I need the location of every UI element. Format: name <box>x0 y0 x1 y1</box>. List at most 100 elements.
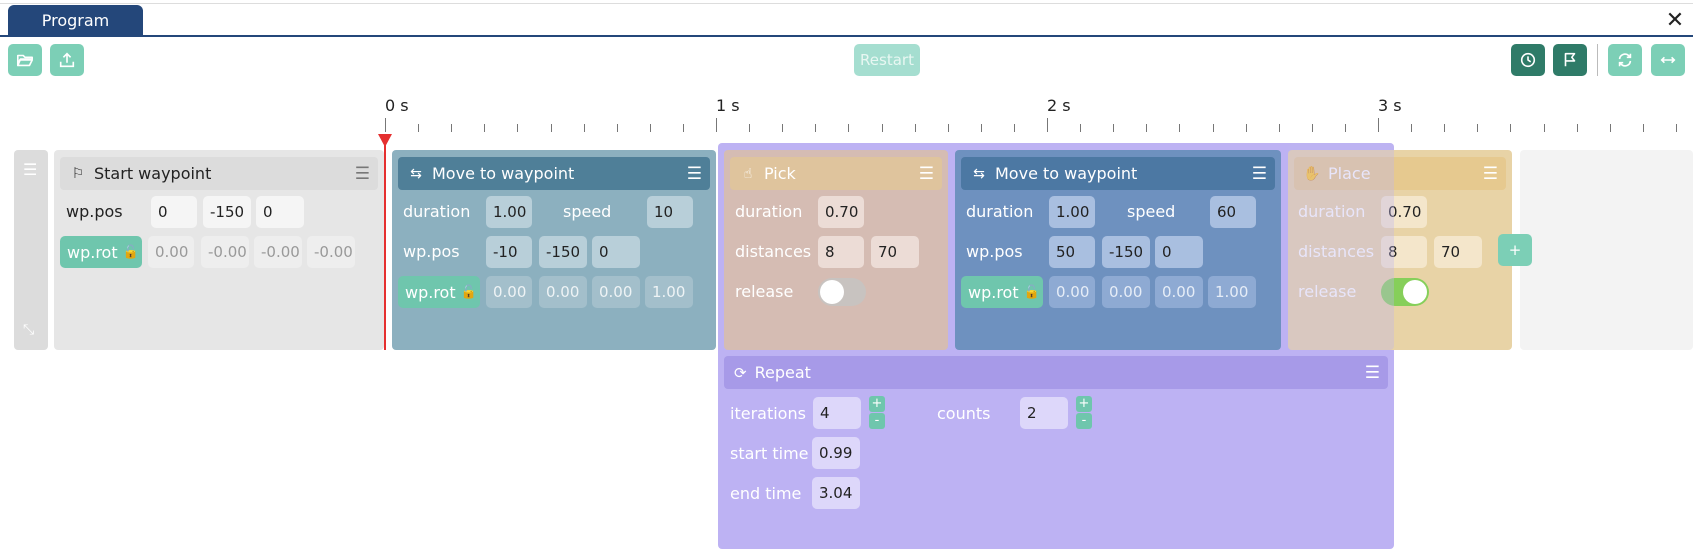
wp-pos-z[interactable]: 0 <box>256 196 304 228</box>
wp-rot-w[interactable]: -0.00 <box>307 236 355 268</box>
duration-input[interactable]: 1.00 <box>486 196 532 228</box>
distance-2[interactable]: 70 <box>1434 236 1482 268</box>
ruler-tick <box>1643 124 1644 132</box>
iterations-increment[interactable]: + <box>869 396 885 412</box>
counts-increment[interactable]: + <box>1076 396 1092 412</box>
ruler-tick <box>981 124 982 132</box>
pick-header[interactable]: ☝ Pick ☰ <box>730 157 942 190</box>
ruler-tick <box>1610 124 1611 132</box>
add-block-button[interactable]: + <box>1498 234 1532 266</box>
loop-icon <box>1618 53 1632 67</box>
counts-input[interactable]: 2 <box>1020 397 1068 429</box>
wp-rot-y[interactable]: 0.00 <box>1102 276 1150 308</box>
wp-pos-x[interactable]: 0 <box>151 196 197 228</box>
release-toggle[interactable] <box>818 278 866 306</box>
ruler-tick <box>848 124 849 132</box>
ruler-tick <box>1080 124 1081 132</box>
move-waypoint-header-1[interactable]: ⇆ Move to waypoint ☰ <box>398 157 710 190</box>
clock-button[interactable] <box>1511 44 1545 76</box>
folder-open-icon <box>16 54 34 67</box>
wp-rot-x[interactable]: 0.00 <box>148 236 194 268</box>
menu-icon[interactable]: ☰ <box>1251 164 1267 184</box>
distance-1[interactable]: 8 <box>818 236 864 268</box>
wp-pos-y[interactable]: -150 <box>539 236 587 268</box>
wp-rot-button[interactable]: wp.rot 🔓 <box>60 236 142 268</box>
ruler-tick <box>782 124 783 132</box>
loop-button[interactable] <box>1608 44 1642 76</box>
wp-rot-x[interactable]: 0.00 <box>486 276 532 308</box>
wp-rot-label: wp.rot <box>968 282 1019 302</box>
ruler-tick <box>1378 118 1379 132</box>
end-time-input[interactable]: 3.04 <box>812 477 860 509</box>
wp-rot-y[interactable]: -0.00 <box>201 236 249 268</box>
empty-track-slot[interactable] <box>1520 150 1693 350</box>
restart-button[interactable]: Restart <box>854 44 920 76</box>
place-header[interactable]: ✋ Place ☰ <box>1294 157 1506 190</box>
wp-pos-y[interactable]: -150 <box>1102 236 1150 268</box>
unlock-icon: 🔓 <box>122 244 139 260</box>
tab-program[interactable]: Program <box>8 5 143 35</box>
move-waypoint-block-1[interactable]: ⇆ Move to waypoint ☰ duration 1.00 speed… <box>392 150 716 350</box>
distances-label: distances <box>1298 242 1375 261</box>
duration-input[interactable]: 1.00 <box>1049 196 1095 228</box>
pick-block[interactable]: ☝ Pick ☰ duration 0.70 distances 8 70 re… <box>724 150 948 350</box>
start-waypoint-header[interactable]: ⚐ Start waypoint ☰ <box>60 157 378 190</box>
time-ruler[interactable]: 0 s 1 s 2 s 3 s <box>385 90 1693 136</box>
move-waypoint-block-2[interactable]: ⇆ Move to waypoint ☰ duration 1.00 speed… <box>955 150 1281 350</box>
track-handle[interactable]: ☰ ⤡ <box>14 150 48 350</box>
release-toggle[interactable] <box>1381 278 1429 306</box>
repeat-header[interactable]: ⟳ Repeat ☰ <box>724 356 1388 389</box>
wp-pos-y[interactable]: -150 <box>203 196 251 228</box>
duration-input[interactable]: 0.70 <box>818 196 864 228</box>
move-waypoint-header-2[interactable]: ⇆ Move to waypoint ☰ <box>961 157 1275 190</box>
distance-1[interactable]: 8 <box>1381 236 1427 268</box>
duration-input[interactable]: 0.70 <box>1381 196 1427 228</box>
clock-icon <box>1520 52 1536 68</box>
wp-pos-z[interactable]: 0 <box>592 236 640 268</box>
wp-rot-z[interactable]: -0.00 <box>254 236 302 268</box>
speed-input[interactable]: 60 <box>1210 196 1256 228</box>
distance-2[interactable]: 70 <box>871 236 919 268</box>
ruler-tick <box>948 124 949 132</box>
wp-rot-w[interactable]: 1.00 <box>1208 276 1256 308</box>
wp-rot-x[interactable]: 0.00 <box>1049 276 1095 308</box>
wp-rot-y[interactable]: 0.00 <box>539 276 587 308</box>
start-waypoint-block[interactable]: ⚐ Start waypoint ☰ wp.pos 0 -150 0 wp.ro… <box>54 150 384 350</box>
export-button[interactable] <box>50 44 84 76</box>
menu-icon[interactable]: ☰ <box>354 164 370 184</box>
menu-icon[interactable]: ☰ <box>918 164 934 184</box>
menu-icon[interactable]: ☰ <box>1364 363 1380 383</box>
place-block[interactable]: ✋ Place ☰ duration 0.70 distances 8 70 r… <box>1288 150 1512 350</box>
end-time-label: end time <box>730 484 802 503</box>
wp-rot-z[interactable]: 0.00 <box>592 276 640 308</box>
wp-pos-x[interactable]: -10 <box>486 236 532 268</box>
collapse-icon[interactable]: ⤡ <box>23 322 35 338</box>
menu-icon[interactable]: ☰ <box>1482 164 1498 184</box>
tab-underline <box>0 35 1693 37</box>
playhead-marker[interactable] <box>378 134 392 147</box>
playhead[interactable] <box>384 136 386 350</box>
wp-rot-z[interactable]: 0.00 <box>1155 276 1203 308</box>
wp-rot-label: wp.rot <box>67 242 118 262</box>
wp-pos-x[interactable]: 50 <box>1049 236 1095 268</box>
flag-button[interactable] <box>1553 44 1587 76</box>
route-icon: ⇆ <box>973 165 985 182</box>
menu-icon[interactable]: ☰ <box>686 164 702 184</box>
counts-decrement[interactable]: - <box>1076 413 1092 429</box>
fit-width-button[interactable] <box>1651 44 1685 76</box>
wp-pos-label: wp.pos <box>966 242 1023 261</box>
duration-label: duration <box>1298 202 1366 221</box>
speed-input[interactable]: 10 <box>647 196 693 228</box>
wp-rot-button[interactable]: wp.rot 🔓 <box>961 276 1043 308</box>
iterations-decrement[interactable]: - <box>869 413 885 429</box>
upload-icon <box>59 52 75 68</box>
menu-icon[interactable]: ☰ <box>23 160 38 179</box>
wp-pos-z[interactable]: 0 <box>1155 236 1203 268</box>
wp-rot-button[interactable]: wp.rot 🔓 <box>398 276 480 308</box>
close-icon[interactable]: ✕ <box>1665 8 1685 33</box>
pick-title: Pick <box>764 164 796 183</box>
open-button[interactable] <box>8 44 42 76</box>
start-time-input[interactable]: 0.99 <box>812 437 860 469</box>
iterations-input[interactable]: 4 <box>813 397 861 429</box>
wp-rot-w[interactable]: 1.00 <box>645 276 693 308</box>
